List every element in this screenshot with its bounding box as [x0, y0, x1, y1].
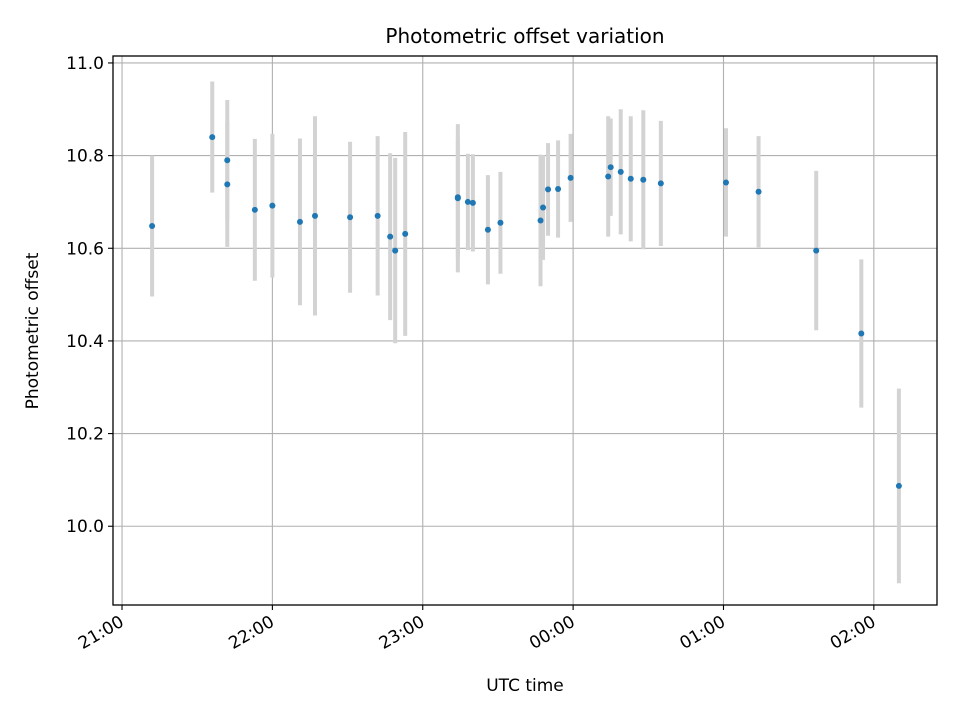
- x-tick-label: 23:00: [376, 612, 428, 654]
- data-point: [605, 173, 612, 180]
- x-tick-label: 21:00: [75, 612, 127, 654]
- y-axis-label: Photometric offset: [23, 252, 43, 409]
- data-point: [627, 175, 634, 182]
- data-points: [149, 134, 902, 489]
- data-point: [469, 199, 476, 206]
- data-point: [464, 198, 471, 205]
- x-axis-label: UTC time: [486, 676, 564, 696]
- y-axis-ticks: 10.0 10.2 10.4 10.6 10.8 11.0: [66, 54, 113, 537]
- data-point: [224, 157, 231, 164]
- data-point: [813, 247, 820, 254]
- gridlines: [113, 56, 937, 605]
- y-tick-label: 10.4: [66, 332, 104, 352]
- x-tick-label: 22:00: [225, 612, 277, 654]
- data-point: [607, 164, 614, 171]
- data-point: [454, 195, 461, 202]
- x-tick-label: 01:00: [677, 612, 729, 654]
- x-tick-label: 00:00: [526, 612, 578, 654]
- chart-title: Photometric offset variation: [385, 24, 664, 48]
- y-tick-label: 10.0: [66, 517, 104, 537]
- data-point: [497, 219, 504, 226]
- data-point: [209, 134, 216, 141]
- y-tick-label: 10.2: [66, 425, 104, 445]
- data-point: [224, 181, 231, 188]
- data-point: [657, 180, 664, 187]
- x-axis-ticks: 21:00 22:00 23:00 00:00 01:00 02:00: [75, 605, 879, 654]
- data-point: [858, 330, 865, 337]
- data-point: [296, 218, 303, 225]
- data-point: [484, 226, 491, 233]
- error-bars: [150, 81, 901, 584]
- data-point: [555, 185, 562, 192]
- plot-frame: [112, 55, 938, 606]
- data-point: [402, 230, 409, 237]
- data-point: [545, 186, 552, 193]
- data-point: [269, 202, 276, 209]
- y-tick-label: 10.6: [66, 239, 104, 259]
- data-point: [567, 174, 574, 181]
- data-point: [149, 223, 156, 230]
- y-tick-label: 10.8: [66, 147, 104, 167]
- data-point: [540, 204, 547, 211]
- data-point: [755, 188, 762, 195]
- data-point: [722, 179, 729, 186]
- data-point: [895, 482, 902, 489]
- data-point: [392, 247, 399, 254]
- data-point: [537, 217, 544, 224]
- data-point: [251, 206, 258, 213]
- x-tick-label: 02:00: [827, 612, 879, 654]
- data-point: [640, 176, 647, 183]
- y-tick-label: 11.0: [66, 54, 104, 74]
- data-point: [387, 233, 394, 240]
- data-point: [311, 212, 318, 219]
- data-point: [347, 214, 354, 221]
- data-point: [374, 212, 381, 219]
- data-point: [617, 168, 624, 175]
